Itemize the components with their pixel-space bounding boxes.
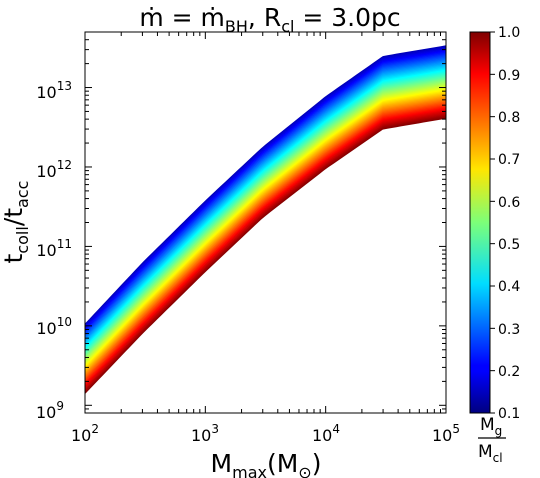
y-tick-label: 1011 xyxy=(36,237,72,260)
tick-group xyxy=(84,31,447,414)
x-axis-label: Mmax(M⊙) xyxy=(211,449,322,478)
x-tick-label: 102 xyxy=(71,422,99,445)
colorbar-ticks xyxy=(490,31,495,414)
colorbar-tick-label: 0.6 xyxy=(498,195,520,211)
colorbar-tick-labels: 0.1 0.2 0.3 0.4 0.5 0.6 0.7 0.8 0.9 1.0 xyxy=(498,25,520,422)
colorbar-tick-label: 0.8 xyxy=(498,110,520,126)
colorbar-tick-label: 0.3 xyxy=(498,322,520,338)
x-tick-label: 105 xyxy=(432,422,460,445)
colorbar-label: Mg Mcl xyxy=(478,415,506,465)
colorbar-tick-label: 0.7 xyxy=(498,152,520,168)
y-tick-label: 1013 xyxy=(36,79,72,102)
colorbar-tick-label: 0.1 xyxy=(498,406,520,422)
svg-text:Mcl: Mcl xyxy=(478,442,503,465)
x-tick-label: 103 xyxy=(191,422,219,445)
y-tick-labels: 109 1010 1011 1012 1013 xyxy=(36,79,72,422)
colorbar xyxy=(469,31,491,414)
y-axis-label: tcoll/tacc xyxy=(0,181,32,264)
band-layer xyxy=(85,102,446,381)
colorbar-tick-label: 0.9 xyxy=(498,68,520,84)
chart-title: ṁ = ṁBH, Rcl = 3.0pc xyxy=(139,3,400,36)
colorbar-tick-label: 1.0 xyxy=(498,25,520,41)
colorbar-tick-label: 0.5 xyxy=(498,237,520,253)
y-tick-label: 1010 xyxy=(36,315,72,338)
band-group xyxy=(85,45,446,395)
x-tick-label: 104 xyxy=(312,422,340,445)
colorbar-tick-label: 0.4 xyxy=(498,279,520,295)
x-tick-labels: 102 103 104 105 xyxy=(71,422,460,445)
y-tick-label: 1012 xyxy=(36,158,72,181)
y-tick-label: 109 xyxy=(36,399,64,422)
svg-text:Mg: Mg xyxy=(480,415,502,438)
colorbar-tick-label: 0.2 xyxy=(498,364,520,380)
